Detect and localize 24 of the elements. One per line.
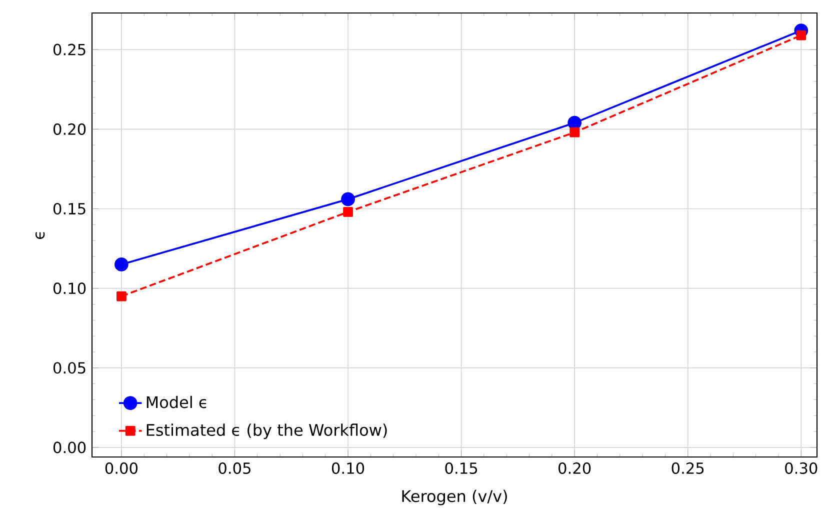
x-tick-label: 0.15: [445, 462, 478, 474]
x-tick-label: 0.00: [105, 462, 138, 474]
legend-label: Estimated ϵ (by the Workflow): [146, 424, 387, 440]
y-tick-label: 0.05: [53, 362, 86, 374]
point: [568, 116, 582, 130]
point: [116, 291, 126, 302]
point: [796, 30, 806, 40]
point: [343, 206, 353, 217]
y-tick-label: 0.25: [53, 44, 86, 56]
y-tick-label: 0.20: [53, 123, 86, 135]
point: [114, 258, 128, 272]
x-axis-title: Kerogen (v/v): [402, 490, 507, 506]
y-tick-label: 0.15: [53, 202, 86, 215]
x-tick-label: 0.10: [332, 462, 364, 474]
y-tick-label: 0.00: [53, 442, 86, 454]
x-tick-label: 0.05: [218, 462, 250, 474]
x-tick-label: 0.20: [558, 462, 591, 474]
legend-label: Model ϵ: [146, 396, 206, 408]
y-axis-title: ϵ: [35, 232, 45, 240]
point: [341, 192, 355, 206]
x-tick-label: 0.25: [672, 462, 704, 474]
y-tick-label: 0.10: [53, 282, 86, 294]
x-tick-label: 0.30: [785, 462, 818, 474]
point: [570, 127, 580, 138]
